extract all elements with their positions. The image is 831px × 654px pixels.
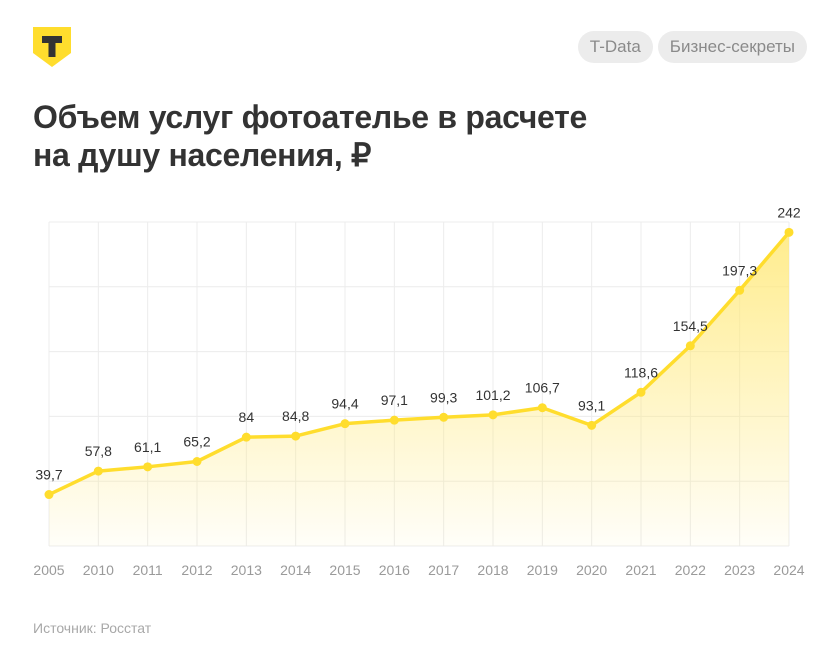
- title-line-1: Объем услуг фотоателье в расчете: [33, 99, 587, 135]
- tbank-logo-icon: [33, 27, 71, 67]
- chart-title: Объем услуг фотоателье в расчете на душу…: [33, 98, 587, 174]
- data-label: 84,8: [282, 408, 309, 424]
- x-tick-label: 2018: [477, 562, 508, 578]
- data-point: [587, 420, 597, 430]
- area-fill: [49, 232, 789, 547]
- data-label: 97,1: [381, 392, 408, 408]
- data-point: [784, 227, 794, 237]
- tag-list: T-Data Бизнес-секреты: [577, 31, 807, 63]
- data-label: 106,7: [525, 380, 560, 396]
- data-point: [143, 462, 153, 472]
- data-label: 93,1: [578, 397, 605, 413]
- data-label: 101,2: [475, 387, 510, 403]
- data-point: [735, 285, 745, 295]
- data-label: 197,3: [722, 262, 757, 278]
- data-point: [488, 410, 498, 420]
- tag-business-secrets[interactable]: Бизнес-секреты: [657, 31, 807, 63]
- data-point: [192, 457, 202, 467]
- series-line: [48, 231, 791, 497]
- data-label: 154,5: [673, 318, 708, 334]
- x-tick-label: 2023: [724, 562, 755, 578]
- data-label: 242: [777, 204, 801, 220]
- data-label: 94,4: [331, 396, 358, 412]
- data-point: [241, 432, 251, 442]
- data-point: [44, 490, 54, 500]
- data-point: [439, 412, 449, 422]
- x-tick-label: 2013: [231, 562, 262, 578]
- x-tick-label: 2016: [379, 562, 410, 578]
- data-point: [636, 387, 646, 397]
- data-label: 65,2: [183, 434, 210, 450]
- x-tick-label: 2005: [33, 562, 64, 578]
- tag-t-data[interactable]: T-Data: [577, 31, 653, 63]
- data-point: [340, 419, 350, 429]
- x-tick-label: 2012: [181, 562, 212, 578]
- x-tick-label: 2022: [675, 562, 706, 578]
- data-point: [389, 415, 399, 425]
- x-tick-label: 2020: [576, 562, 607, 578]
- data-label: 118,6: [624, 364, 658, 380]
- data-label: 61,1: [134, 439, 161, 455]
- x-tick-label: 2010: [83, 562, 114, 578]
- data-point: [537, 403, 547, 413]
- x-tick-label: 2011: [133, 562, 163, 578]
- source-note: Источник: Росстат: [33, 620, 152, 636]
- data-point: [685, 341, 695, 351]
- data-point: [291, 431, 301, 441]
- data-point: [93, 466, 103, 476]
- x-tick-label: 2024: [773, 562, 804, 578]
- x-tick-label: 2017: [428, 562, 459, 578]
- x-tick-label: 2015: [329, 562, 360, 578]
- title-line-2: на душу населения, ₽: [33, 137, 372, 173]
- data-label: 39,7: [35, 467, 62, 483]
- x-tick-label: 2021: [625, 562, 656, 578]
- data-label: 84: [239, 409, 255, 425]
- data-label: 57,8: [85, 443, 112, 459]
- x-tick-label: 2019: [527, 562, 558, 578]
- data-label: 99,3: [430, 389, 457, 405]
- x-tick-label: 2014: [280, 562, 311, 578]
